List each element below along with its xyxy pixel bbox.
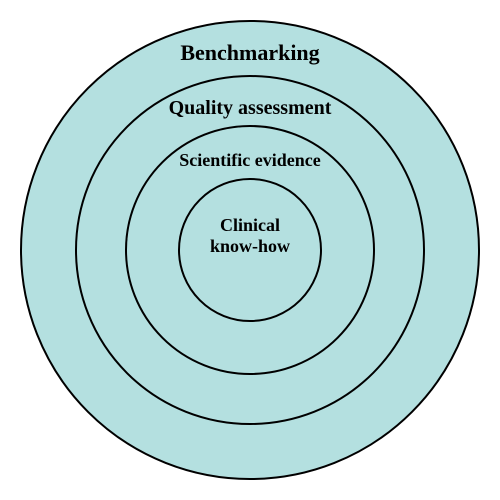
label-clinical-knowhow: Clinical know-how: [210, 215, 290, 256]
label-scientific-evidence: Scientific evidence: [179, 150, 320, 171]
concentric-diagram: Benchmarking Quality assessment Scientif…: [15, 15, 485, 485]
label-benchmarking: Benchmarking: [180, 40, 319, 65]
label-quality-assessment: Quality assessment: [169, 97, 332, 120]
